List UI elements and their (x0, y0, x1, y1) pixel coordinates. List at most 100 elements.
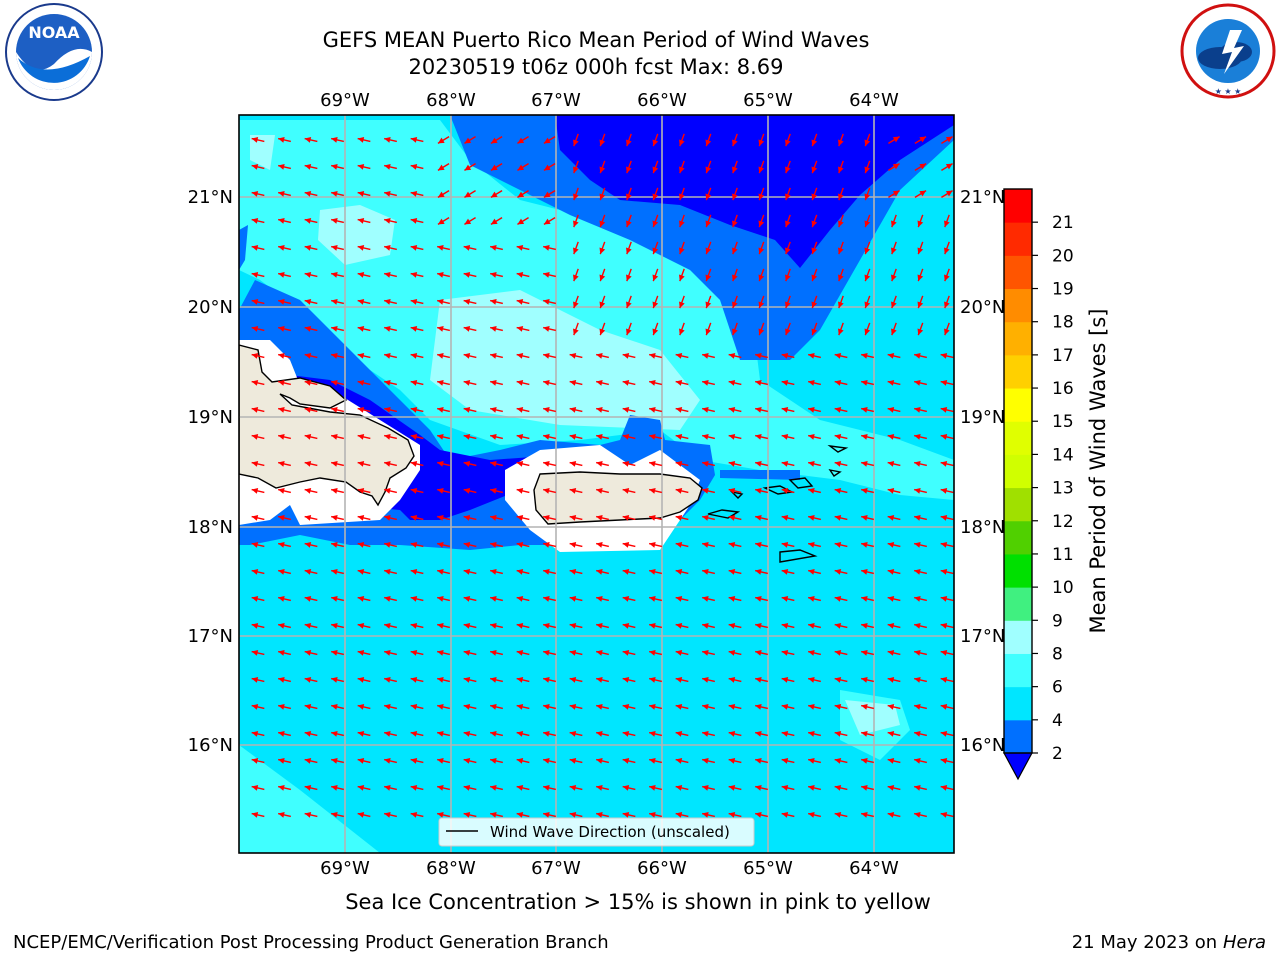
lat-label: 20°N (960, 297, 1005, 318)
wind-arrow-head (891, 274, 897, 282)
wind-arrow-head (914, 730, 921, 737)
wind-arrow-head (410, 541, 418, 548)
wind-arrow-head (384, 568, 391, 575)
wind-arrow-head (626, 166, 632, 174)
wind-arrow-head (331, 136, 338, 143)
colorbar-tick-label: 15 (1052, 412, 1074, 432)
wind-arrow-head (596, 541, 603, 548)
wind-arrow-head (834, 460, 842, 467)
wind-arrow-head (410, 568, 418, 575)
wind-arrow-head (705, 220, 712, 228)
wind-arrow-head (278, 730, 285, 737)
wind-arrow-head (490, 164, 498, 171)
wind-arrow-head (679, 274, 685, 282)
wind-arrow-head (463, 622, 471, 629)
wind-arrow-head (702, 406, 709, 413)
wind-arrow-head (490, 703, 497, 710)
wind-arrow-head (649, 622, 656, 629)
wind-arrow-head (781, 379, 789, 386)
wind-arrow-head (463, 568, 471, 575)
wind-arrow-head (940, 595, 948, 602)
wind-arrow-head (758, 328, 765, 336)
wind-arrow-head (357, 514, 365, 521)
wind-arrow-head (251, 325, 259, 332)
colorbar-tick-label: 10 (1052, 578, 1074, 598)
wind-arrow-head (599, 193, 606, 201)
wind-arrow-head (543, 244, 550, 251)
wind-arrow-head (569, 433, 577, 440)
wind-arrow-head (543, 649, 550, 656)
colorbar-tick-label: 17 (1052, 346, 1074, 366)
wind-arrow-head (437, 676, 444, 683)
wind-arrow-head (437, 730, 444, 737)
wind-arrow-head (834, 649, 842, 656)
wind-arrow-head (278, 352, 285, 359)
wind-arrow-head (785, 274, 791, 282)
wind-arrow-head (596, 730, 603, 737)
wind-arrow-head (516, 730, 524, 737)
colorbar-tick-label: 8 (1052, 644, 1063, 664)
wind-arrow-head (543, 325, 550, 332)
wind-arrow-head (679, 139, 685, 147)
wind-arrow-head (384, 784, 391, 791)
wind-arrow-head (808, 595, 815, 602)
wind-arrow-head (437, 352, 444, 359)
colorbar-tick-label: 11 (1052, 545, 1074, 565)
wind-arrow-head (331, 703, 338, 710)
wind-arrow-head (331, 595, 338, 602)
wind-arrow-head (251, 703, 259, 710)
wind-arrow-head (384, 460, 391, 467)
wind-arrow-head (437, 784, 444, 791)
wind-arrow-head (437, 298, 444, 305)
wind-arrow-head (543, 433, 550, 440)
wind-arrow-head (543, 191, 551, 198)
wind-arrow-head (728, 568, 736, 575)
wind-arrow-head (626, 193, 632, 201)
wind-arrow-head (679, 301, 685, 309)
wind-arrow-head (437, 811, 444, 818)
wind-arrow-head (278, 379, 285, 386)
wind-arrow-head (914, 406, 921, 413)
wind-arrow-head (410, 244, 418, 251)
wind-arrow-head (940, 541, 948, 548)
wind-arrow-head (251, 244, 259, 251)
wind-arrow-head (596, 595, 603, 602)
wind-arrow-head (384, 244, 391, 251)
lat-label: 18°N (188, 517, 233, 538)
wind-arrow-head (357, 379, 365, 386)
wind-arrow-head (437, 757, 444, 764)
wind-arrow-head (463, 298, 471, 305)
wind-arrow-head (464, 164, 472, 171)
wind-arrow-head (278, 757, 285, 764)
wind-arrow-head (649, 514, 656, 521)
wind-arrow-head (410, 514, 418, 521)
wind-arrow-head (785, 301, 791, 309)
wind-arrow-head (785, 139, 791, 147)
wind-arrow-head (917, 301, 924, 309)
wind-arrow-head (652, 274, 659, 282)
wind-arrow-head (331, 568, 338, 575)
wind-arrow-head (622, 622, 630, 629)
wind-arrow-head (728, 460, 736, 467)
wind-arrow-head (599, 328, 606, 336)
wind-arrow-head (705, 247, 712, 255)
colorbar-segment (1004, 222, 1032, 256)
wind-arrow-head (887, 541, 895, 548)
wind-arrow-head (437, 325, 444, 332)
wind-arrow-head (490, 568, 497, 575)
date-text: 21 May 2023 on (1071, 932, 1218, 953)
wind-arrow-head (626, 274, 632, 282)
wind-arrow-head (940, 433, 948, 440)
wind-arrow-head (543, 703, 550, 710)
wind-arrow-head (251, 460, 259, 467)
wind-arrow-head (914, 541, 921, 548)
wind-arrow-head (490, 487, 497, 494)
wind-arrow-head (516, 406, 524, 413)
lat-label: 16°N (960, 735, 1005, 756)
legend-label: Wind Wave Direction (unscaled) (490, 823, 730, 841)
wind-arrow-head (732, 274, 738, 282)
wind-arrow-head (516, 703, 524, 710)
wind-arrow-head (463, 703, 471, 710)
wind-arrow-head (357, 271, 365, 278)
wind-arrow-head (357, 244, 365, 251)
